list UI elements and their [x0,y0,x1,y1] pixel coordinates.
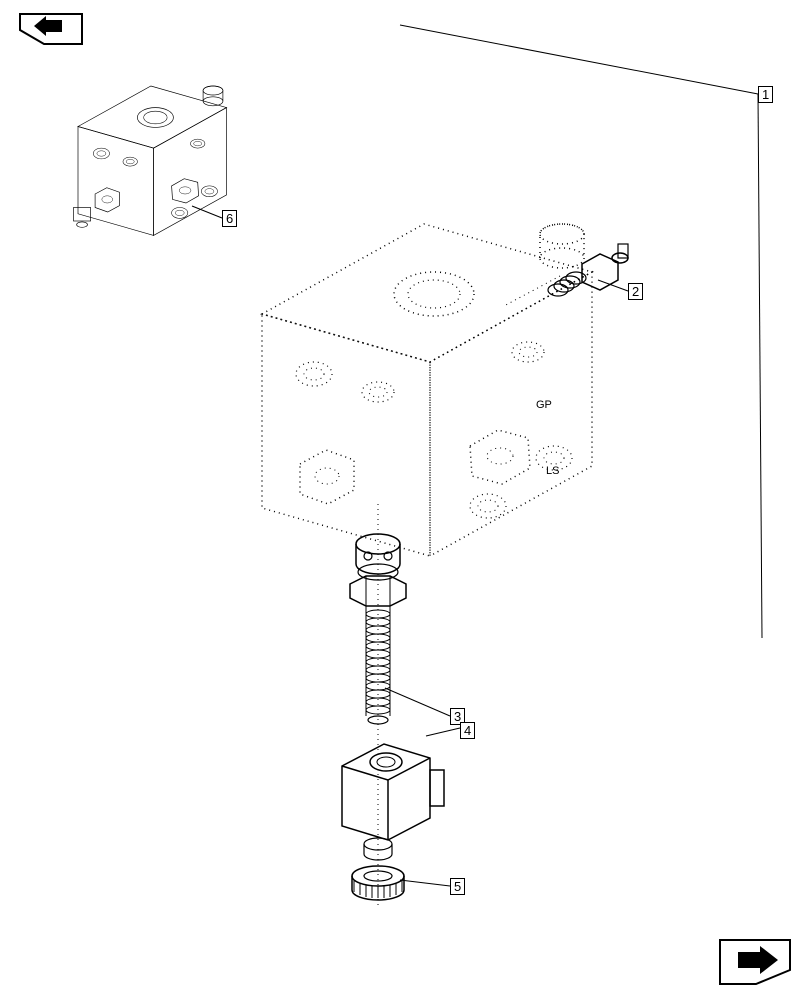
callout-2: 2 [628,283,643,300]
leaders [192,25,762,886]
callout-5: 5 [450,878,465,895]
pressure-switch [548,244,628,296]
main-block-dotted [262,224,592,556]
port-label-ls: LS [546,465,559,477]
nut [352,866,404,900]
coil [342,744,444,860]
thumbnail-block [74,86,227,235]
nav-icon-bottom-right[interactable] [720,940,790,984]
callout-6: 6 [222,210,237,227]
diagram-svg: GP LS [0,0,812,1000]
callout-1: 1 [758,86,773,103]
diagram-page: GP LS [0,0,812,1000]
nav-icon-top-left[interactable] [20,14,82,44]
callout-4: 4 [460,722,475,739]
port-label-gp: GP [536,399,552,411]
